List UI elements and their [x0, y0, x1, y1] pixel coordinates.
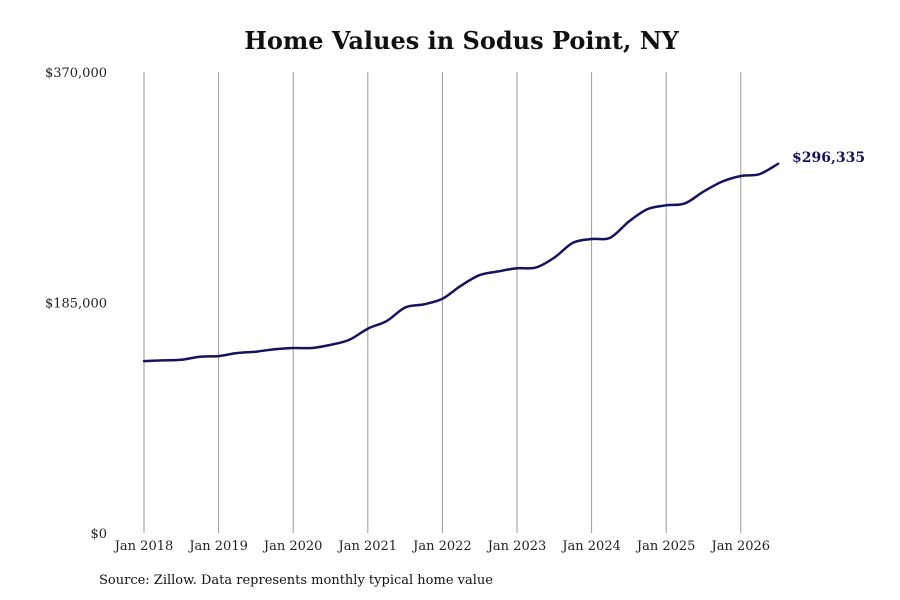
y-tick-label: $185,000 — [45, 297, 107, 312]
chart-title: Home Values in Sodus Point, NY — [244, 26, 679, 55]
x-tick-label: Jan 2018 — [113, 539, 174, 554]
end-value-label: $296,335 — [792, 150, 865, 166]
x-tick-label: Jan 2020 — [262, 539, 323, 554]
x-tick-label: Jan 2021 — [337, 539, 398, 554]
y-tick-label: $0 — [90, 527, 107, 542]
x-tick-label: Jan 2026 — [710, 539, 771, 554]
series-line — [142, 162, 780, 363]
source-note: Source: Zillow. Data represents monthly … — [99, 573, 493, 588]
y-tick-label: $370,000 — [45, 66, 107, 81]
x-tick-label: Jan 2024 — [560, 539, 621, 554]
series-layer — [142, 162, 780, 363]
axis-labels: Jan 2018 Jan 2019 Jan 2020 Jan 2021 Jan 2022… — [45, 66, 865, 554]
x-tick-label: Jan 2022 — [411, 539, 472, 554]
x-tick-label: Jan 2019 — [187, 539, 248, 554]
x-tick-label: Jan 2023 — [486, 539, 547, 554]
grid-lines — [143, 72, 742, 533]
x-tick-label: Jan 2025 — [635, 539, 696, 554]
